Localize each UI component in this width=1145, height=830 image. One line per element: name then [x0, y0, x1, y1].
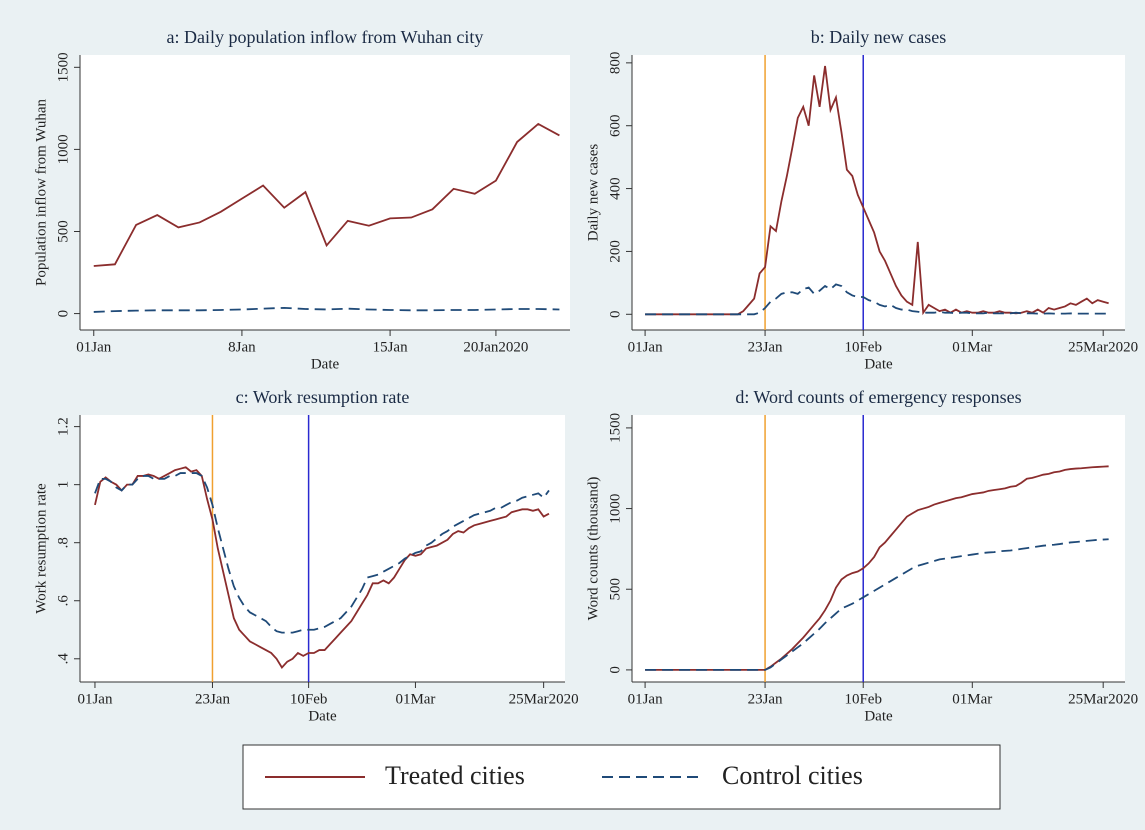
- x-tick-label: 20Jan2020: [463, 339, 528, 355]
- x-tick-label: 10Feb: [290, 691, 328, 707]
- series-line: [93, 306, 560, 313]
- x-tick-label: 01Jan: [76, 339, 111, 355]
- y-axis-label: Work resumption rate: [33, 483, 49, 614]
- y-tick-label: 600: [607, 114, 623, 137]
- plot-area: [632, 55, 1125, 330]
- y-tick-label: 400: [607, 177, 623, 200]
- y-tick-label: .8: [55, 537, 71, 548]
- panel-title: a: Daily population inflow from Wuhan ci…: [167, 27, 484, 47]
- legend-label: Control cities: [722, 761, 863, 790]
- y-tick-label: 200: [607, 240, 623, 263]
- legend-label: Treated cities: [385, 761, 525, 790]
- panel-title: b: Daily new cases: [811, 27, 946, 47]
- y-axis-label: Word counts (thousand): [585, 477, 601, 621]
- x-tick-label: 25Mar2020: [1068, 339, 1138, 355]
- x-tick-label: 01Mar: [395, 691, 435, 707]
- y-tick-label: .6: [55, 595, 71, 607]
- x-tick-label: 01Mar: [952, 691, 992, 707]
- y-tick-label: .4: [55, 653, 71, 665]
- y-tick-label: 1500: [55, 52, 71, 82]
- y-tick-label: 500: [607, 578, 623, 601]
- x-axis-label: Date: [308, 708, 337, 724]
- x-tick-label: 8Jan: [228, 339, 256, 355]
- panel-title: c: Work resumption rate: [236, 387, 410, 407]
- series-line: [94, 466, 550, 669]
- y-tick-label: 0: [607, 666, 623, 674]
- y-tick-label: 1000: [607, 494, 623, 524]
- plot-area: [80, 415, 565, 682]
- series-line: [645, 538, 1109, 671]
- y-tick-label: 1000: [55, 134, 71, 164]
- x-tick-label: 15Jan: [373, 339, 408, 355]
- x-tick-label: 25Mar2020: [1068, 691, 1138, 707]
- plot-area: [80, 55, 570, 330]
- x-axis-label: Date: [864, 708, 893, 724]
- x-tick-label: 23Jan: [748, 339, 783, 355]
- series-line: [94, 472, 550, 634]
- y-tick-label: 500: [55, 220, 71, 243]
- y-axis-label: Population inflow from Wuhan: [33, 98, 49, 286]
- x-axis-label: Date: [864, 356, 893, 372]
- x-axis-label: Date: [311, 356, 340, 372]
- x-tick-label: 01Mar: [952, 339, 992, 355]
- y-tick-label: 1: [55, 481, 71, 489]
- y-tick-label: 0: [55, 310, 71, 318]
- x-tick-label: 01Jan: [77, 691, 112, 707]
- x-tick-label: 01Jan: [628, 691, 663, 707]
- y-tick-label: 1500: [607, 413, 623, 443]
- x-tick-label: 25Mar2020: [509, 691, 579, 707]
- y-tick-label: 800: [607, 52, 623, 75]
- x-tick-label: 10Feb: [844, 691, 882, 707]
- series-line: [93, 122, 560, 267]
- x-tick-label: 23Jan: [195, 691, 230, 707]
- y-axis-label: Daily new cases: [585, 144, 601, 242]
- x-tick-label: 01Jan: [628, 339, 663, 355]
- x-tick-label: 23Jan: [748, 691, 783, 707]
- panel-title: d: Word counts of emergency responses: [735, 387, 1021, 407]
- y-tick-label: 1.2: [55, 417, 71, 436]
- series-line: [645, 283, 1109, 316]
- x-tick-label: 10Feb: [844, 339, 882, 355]
- y-tick-label: 0: [607, 311, 623, 319]
